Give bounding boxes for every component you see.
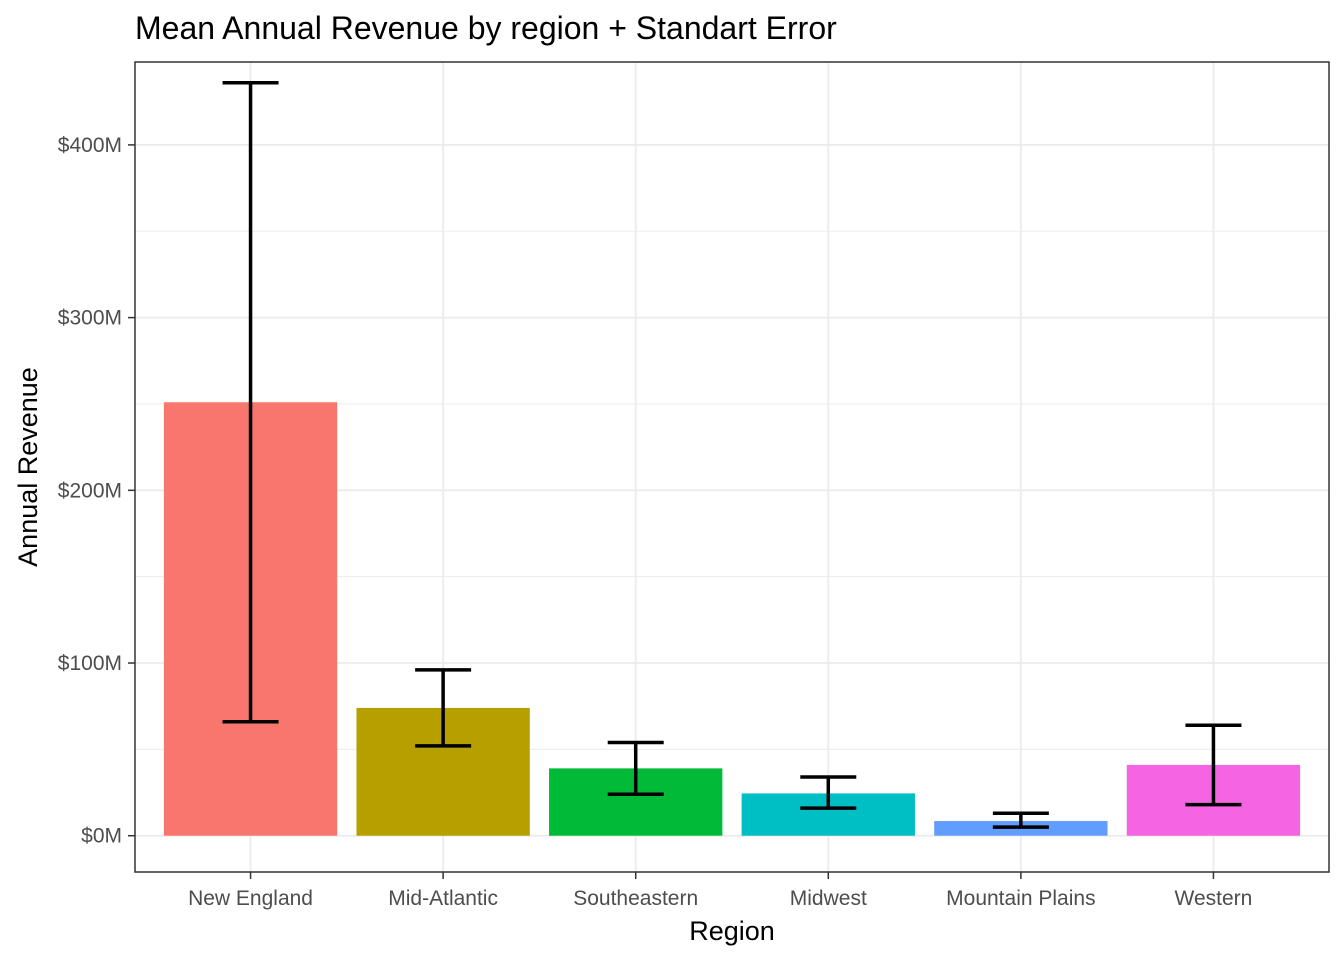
bars (163, 402, 1301, 836)
x-tick-label: Mid-Atlantic (388, 887, 498, 910)
y-axis-title: Annual Revenue (13, 367, 43, 567)
x-tick-label: New England (188, 887, 313, 910)
plot-panel-border (134, 61, 1330, 873)
y-tick-label: $300M (58, 307, 122, 330)
y-tick-label: $200M (58, 479, 122, 502)
x-tick-label: Southeastern (573, 887, 698, 910)
y-tick-label: $0M (81, 825, 122, 848)
y-tick-label: $100M (58, 652, 122, 675)
y-tick-label: $400M (58, 134, 122, 157)
x-tick-label: Midwest (790, 887, 867, 910)
chart-title: Mean Annual Revenue by region + Standart… (135, 10, 837, 46)
error-bars (222, 80, 1242, 829)
x-tick-label: Western (1175, 887, 1253, 910)
axes: $0M $100M $200M $300M $400M New England Mid-At… (58, 134, 1253, 910)
x-tick-label: Mountain Plains (946, 887, 1095, 910)
x-axis-title: Region (689, 916, 775, 946)
